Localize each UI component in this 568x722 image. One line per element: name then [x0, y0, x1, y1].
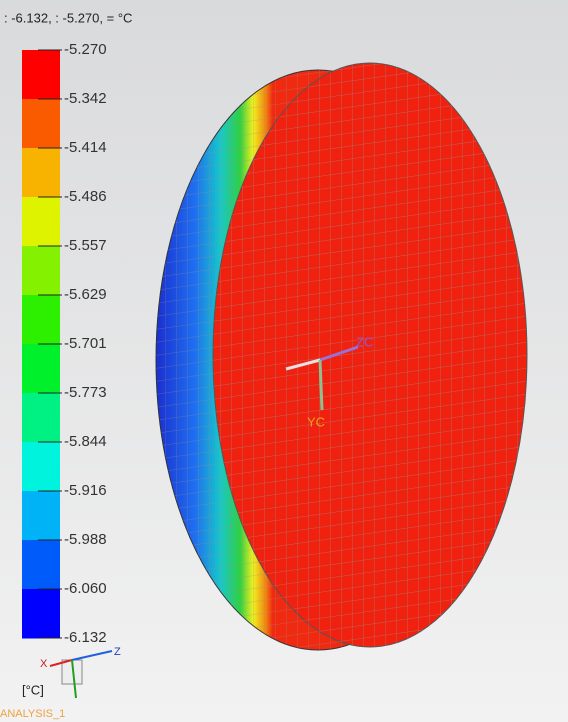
result-range: : -6.132, : -5.270, = °C — [4, 10, 132, 25]
legend-label: -5.988 — [64, 531, 107, 548]
legend-label: -5.773 — [64, 384, 107, 401]
legend-band — [22, 442, 60, 492]
legend-band — [22, 99, 60, 149]
legend-label: -5.701 — [64, 335, 107, 352]
triad-z-label: Z — [114, 646, 121, 658]
legend-label: -5.414 — [64, 139, 107, 156]
legend-label: -5.557 — [64, 237, 107, 254]
legend-band — [22, 148, 60, 198]
triad-x-label: X — [40, 658, 48, 670]
yc-axis — [320, 360, 322, 410]
legend-label: -5.916 — [64, 482, 107, 499]
legend-band — [22, 491, 60, 541]
legend-band — [22, 344, 60, 394]
legend-band — [22, 50, 60, 100]
legend-label: -6.060 — [64, 580, 107, 597]
legend-band — [22, 589, 60, 639]
viewport: : -6.132, : -5.270, = °C -5.270 -5.342 -5.… — [0, 0, 568, 722]
legend-band — [22, 197, 60, 247]
analysis-label: ANALYSIS_1 — [0, 708, 65, 720]
legend-band — [22, 393, 60, 443]
legend-label: -5.486 — [64, 188, 107, 205]
legend-label: -5.629 — [64, 286, 107, 303]
legend-label: -5.342 — [64, 90, 107, 107]
legend-band — [22, 246, 60, 296]
page: : -6.132, : -5.270, = °C -5.270 -5.342 -5.… — [0, 0, 568, 722]
legend-band — [22, 295, 60, 345]
legend-label: -5.844 — [64, 433, 107, 450]
legend-label: -5.270 — [64, 41, 107, 58]
legend-band — [22, 540, 60, 590]
legend-label: -6.132 — [64, 629, 107, 646]
yc-label: YC — [307, 414, 325, 429]
zc-label: ZC — [356, 334, 373, 349]
unit-label: [°C] — [22, 682, 44, 697]
